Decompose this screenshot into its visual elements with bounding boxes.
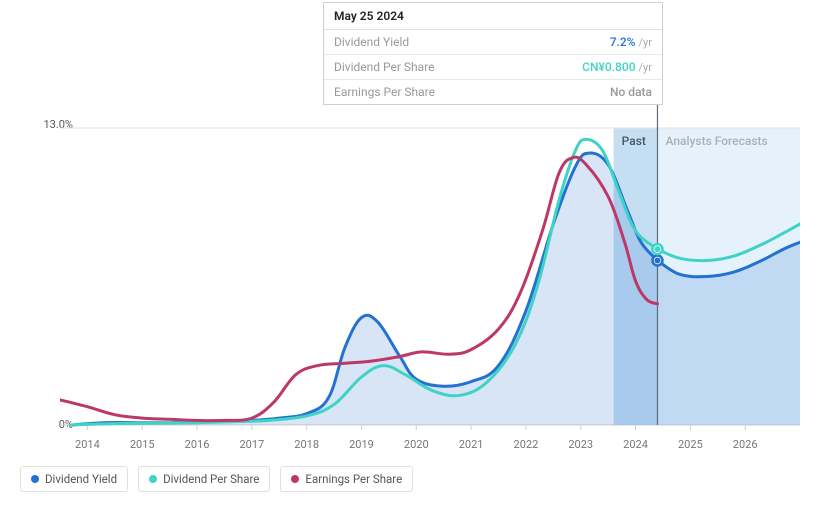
legend-label: Dividend Yield — [45, 472, 117, 486]
x-axis-tick: 2018 — [294, 438, 319, 451]
tooltip: May 25 2024 Dividend Yield7.2%/yrDividen… — [323, 2, 663, 105]
past-region-label: Past — [622, 134, 646, 148]
legend: Dividend Yield Dividend Per Share Earnin… — [20, 466, 413, 492]
x-axis-tick: 2020 — [404, 438, 429, 451]
tooltip-row-value: CN¥0.800/yr — [582, 60, 652, 74]
tooltip-row: Earnings Per ShareNo data — [324, 80, 662, 104]
legend-dot — [31, 475, 39, 483]
legend-label: Dividend Per Share — [163, 472, 259, 486]
tooltip-row: Dividend Yield7.2%/yr — [324, 30, 662, 55]
chart-container: May 25 2024 Dividend Yield7.2%/yrDividen… — [0, 0, 821, 508]
x-axis-tick: 2024 — [623, 438, 648, 451]
legend-item-yield[interactable]: Dividend Yield — [20, 466, 128, 492]
x-axis-tick: 2015 — [130, 438, 155, 451]
x-axis-tick: 2025 — [678, 438, 703, 451]
legend-dot — [149, 475, 157, 483]
chart-svg — [60, 100, 800, 435]
chart-area[interactable]: Past Analysts Forecasts — [60, 100, 800, 435]
x-axis-tick: 2014 — [75, 438, 100, 451]
legend-item-eps[interactable]: Earnings Per Share — [280, 466, 413, 492]
tooltip-row-label: Dividend Per Share — [334, 60, 582, 74]
x-axis-tick: 2019 — [349, 438, 374, 451]
x-axis-tick: 2021 — [459, 438, 484, 451]
x-axis-tick: 2017 — [239, 438, 264, 451]
tooltip-row-label: Earnings Per Share — [334, 85, 610, 99]
x-axis-tick: 2023 — [568, 438, 593, 451]
tooltip-date: May 25 2024 — [324, 3, 662, 30]
x-axis-tick: 2026 — [733, 438, 758, 451]
tooltip-row-value: 7.2%/yr — [610, 35, 652, 49]
tooltip-row: Dividend Per ShareCN¥0.800/yr — [324, 55, 662, 80]
tooltip-row-label: Dividend Yield — [334, 35, 610, 49]
legend-label: Earnings Per Share — [305, 472, 402, 486]
x-axis-tick: 2016 — [185, 438, 210, 451]
forecast-region-label: Analysts Forecasts — [665, 134, 767, 148]
tooltip-row-value: No data — [610, 85, 652, 99]
x-axis-tick: 2022 — [514, 438, 539, 451]
legend-item-dps[interactable]: Dividend Per Share — [138, 466, 270, 492]
legend-dot — [291, 475, 299, 483]
